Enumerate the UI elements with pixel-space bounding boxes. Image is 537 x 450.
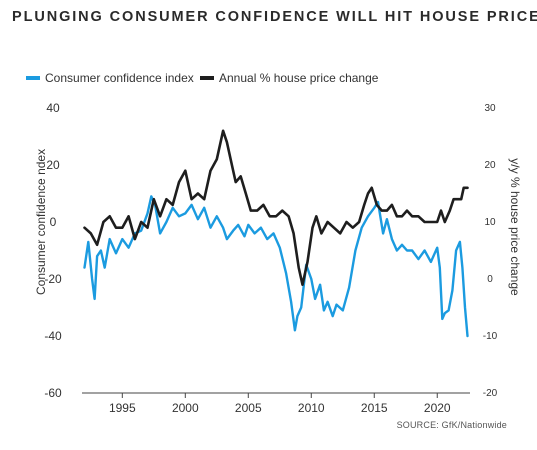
x-tick-label-2010: 2010 (298, 401, 325, 415)
x-tick-label-2000: 2000 (172, 401, 199, 415)
x-tick-label-2005: 2005 (235, 401, 262, 415)
y2-tick-label-20: 20 (484, 160, 496, 171)
legend-swatch-house-price (200, 76, 214, 80)
x-tick-label-1995: 1995 (109, 401, 136, 415)
chart-title: PLUNGING CONSUMER CONFIDENCE WILL HIT HO… (12, 9, 537, 25)
legend-swatch-confidence (26, 76, 40, 80)
x-tick-label-2015: 2015 (361, 401, 388, 415)
legend-label-confidence: Consumer confidence index (45, 71, 194, 85)
y2-tick-label--10: -10 (483, 331, 498, 342)
y2-tick-label-30: 30 (484, 103, 496, 114)
x-tick-label-2020: 2020 (424, 401, 451, 415)
legend-item-confidence: Consumer confidence index (26, 71, 194, 85)
y2-tick-label--20: -20 (483, 388, 498, 399)
series-line-house-price (83, 129, 469, 287)
series-line-confidence (83, 195, 469, 338)
y-tick-label--20: -20 (44, 272, 62, 286)
y-tick-label-40: 40 (46, 101, 60, 115)
legend-item-house-price: Annual % house price change (200, 71, 378, 85)
y2-tick-label-10: 10 (484, 217, 496, 228)
y-tick-label-20: 20 (46, 158, 60, 172)
legend-label-house-price: Annual % house price change (219, 71, 379, 85)
source-note: SOURCE: GfK/Nationwide (396, 420, 507, 430)
y-tick-label-0: 0 (50, 215, 57, 229)
y-tick-label--40: -40 (44, 329, 62, 343)
y2-tick-label-0: 0 (487, 274, 493, 285)
y-tick-label--60: -60 (44, 386, 62, 400)
